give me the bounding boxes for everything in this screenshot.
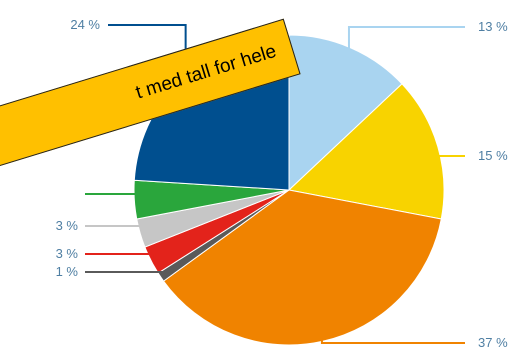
pie-slice [287,83,445,220]
percentage-label: 37 % [478,335,508,350]
leader-line [85,225,145,233]
leader-line [347,26,465,52]
leader-line [85,253,156,259]
leader-line [85,271,166,275]
leader-line [433,147,465,157]
leader-line [320,337,465,344]
percentage-labels: 13 % 15 % 37 % 1 % 3 % 3 % 24 % [56,17,508,350]
pie-slice [288,34,403,192]
leader-line [85,193,140,200]
percentage-label: 3 % [56,246,79,261]
percentage-label: 3 % [56,218,79,233]
percentage-label: 24 % [70,17,100,32]
percentage-label: 15 % [478,148,508,163]
percentage-label: 1 % [56,264,79,279]
pie-slices [133,34,445,346]
percentage-label: 13 % [478,19,508,34]
